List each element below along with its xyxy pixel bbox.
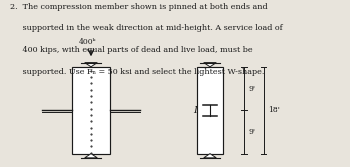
Polygon shape [85,154,97,158]
Text: supported in the weak direction at mid-height. A service load of: supported in the weak direction at mid-h… [10,24,283,32]
Text: 400 kips, with equal parts of dead and live load, must be: 400 kips, with equal parts of dead and l… [10,46,253,54]
Bar [197,67,223,154]
Polygon shape [204,154,216,158]
Text: 18': 18' [268,106,280,114]
Polygon shape [204,63,216,67]
Text: 9': 9' [249,128,256,136]
Text: I: I [193,106,197,115]
Polygon shape [85,63,97,67]
Text: 2.  The compression member shown is pinned at both ends and: 2. The compression member shown is pinne… [10,3,268,11]
Text: supported. Use Fₙ = 50 ksi and select the lightest W-shape.: supported. Use Fₙ = 50 ksi and select th… [10,68,265,76]
Text: 400ᵏ: 400ᵏ [79,38,96,46]
Bar [72,67,110,154]
Text: 9': 9' [249,85,256,93]
